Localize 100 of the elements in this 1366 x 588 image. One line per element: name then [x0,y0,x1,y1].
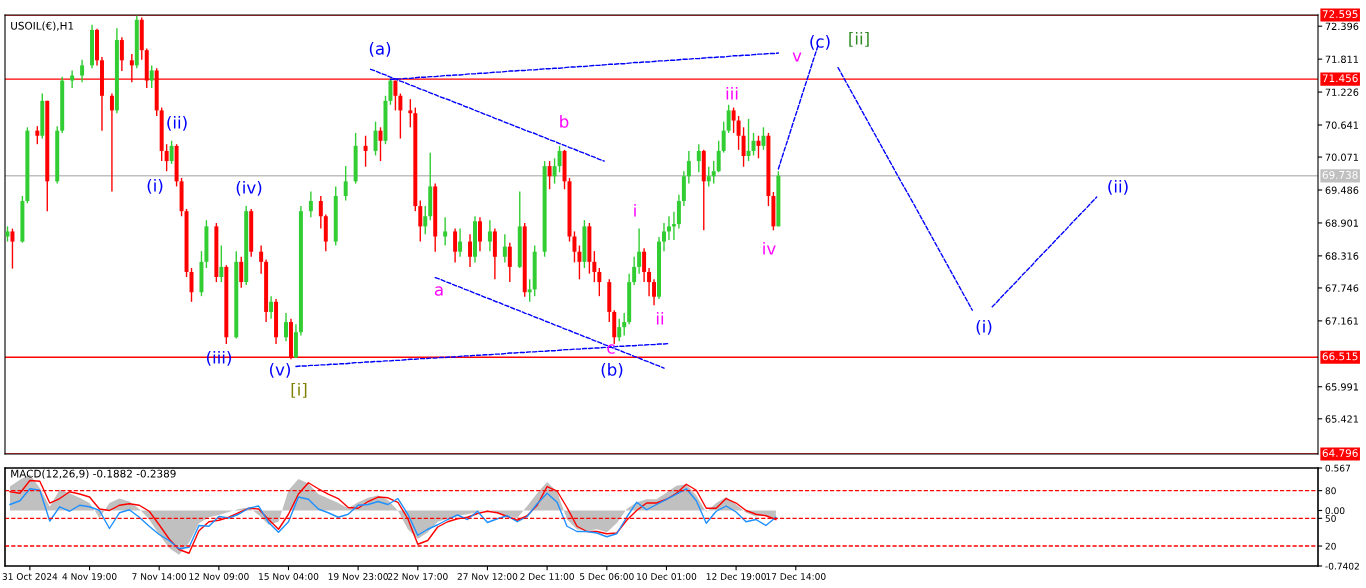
annotation: iii [726,86,738,100]
candlestick [35,125,40,145]
line-series [9,488,777,550]
annotation: (iv) [236,180,262,196]
candlestick [622,312,627,337]
candlestick [662,222,666,252]
y-tick-label: -0.7402 [1325,562,1359,570]
x-tick-label: 31 Oct 2024 [2,573,58,580]
candlestick [169,140,174,165]
line-series [837,66,974,311]
candlestick [408,98,413,128]
y2-tick-label: 50 [1325,515,1336,522]
candlestick [477,216,482,252]
annotation: i [634,203,636,217]
candlestick [453,227,458,264]
candlestick [617,317,622,342]
candlestick [149,64,154,89]
candlestick [269,295,274,320]
candlestick [239,256,244,289]
x-tick-label: 12 Dec 19:00 [706,573,766,580]
candlestick [706,166,711,188]
candlestick [756,135,761,159]
candlestick [696,143,701,174]
x-tick-label: 4 Nov 19:00 [62,573,117,580]
candlestick [343,165,348,202]
y2-tick-label: 80 [1325,487,1336,495]
y-tick-label: 68.901 [1325,219,1359,227]
candlestick [741,126,746,168]
candlestick [418,199,423,243]
candlestick [577,244,582,280]
candlestick [373,120,378,157]
annotation: (v) [270,362,290,378]
y-tick-label: 71.226 [1325,88,1359,96]
candlestick [502,233,507,264]
candlestick [632,256,637,286]
candlestick [308,190,313,219]
y-tick-label: 68.316 [1325,252,1359,260]
ref-line-label: 64.796 [1322,449,1358,458]
candlestick [507,241,512,283]
candlestick [666,215,671,241]
candlestick [458,227,463,258]
candlestick [716,140,721,174]
y-tick-label: 70.071 [1325,153,1359,161]
candlestick [527,278,532,303]
candlestick [557,145,562,174]
candlestick [70,69,75,89]
annotation: (i) [976,319,992,335]
candlestick [363,135,368,168]
candlestick [219,244,224,283]
candlestick [284,312,288,342]
annotation: [i] [291,382,307,398]
candlestick [726,104,731,134]
candlestick [468,233,473,268]
x-tick-label: 5 Dec 06:00 [580,573,634,580]
y2-tick-label: 20 [1325,542,1336,550]
annotation: (ii) [167,115,187,131]
x-tick-label: 10 Dec 01:00 [637,573,697,580]
annotation: (c) [810,34,830,50]
candlestick [572,230,577,264]
chart-title: MACD(12,26,9) -0.1882 -0.2389 [11,469,176,479]
candlestick [721,120,726,154]
y-tick-label: 65.991 [1325,383,1359,391]
annotation: (i) [147,178,163,194]
annotation: v [792,52,802,62]
candlestick [398,92,403,140]
y-tick-label: 0.567 [1325,464,1351,472]
candlestick [259,244,264,275]
x-tick-label: 15 Nov 04:00 [259,573,319,580]
x-tick-label: 27 Nov 12:00 [457,573,518,580]
candlestick [119,36,124,72]
candlestick [164,143,169,172]
candlestick [652,278,657,306]
y-tick-label: 65.421 [1325,415,1359,423]
ref-line-label: 69.738 [1322,170,1358,179]
y-tick-label: 69.486 [1325,186,1359,194]
candlestick [10,227,15,270]
annotation: a [434,286,443,296]
candlestick [592,250,597,283]
y-tick-label: 0.00 [1325,507,1345,515]
candlestick [731,106,736,134]
annotation: (a) [369,41,391,57]
annotation: (b) [601,362,623,378]
annotation: (ii) [1108,179,1128,195]
candlestick [647,267,652,297]
ref-line-label: 66.515 [1322,352,1358,361]
candlestick [597,267,602,297]
candlestick [487,219,492,252]
candlestick [423,205,428,235]
annotation: [ii] [849,31,869,47]
candlestick [109,92,114,193]
y-tick-label: 71.811 [1325,55,1359,63]
annotation: b [560,114,569,128]
ref-line-label: 71.456 [1322,74,1358,83]
text: USOIL(€),H1 [11,21,74,31]
candlestick [761,126,766,151]
candlestick [637,227,642,275]
candlestick [393,79,398,112]
y-tick-label: 67.746 [1325,284,1359,292]
line-series [991,196,1098,308]
x-tick-label: 2 Dec 11:00 [520,573,574,580]
